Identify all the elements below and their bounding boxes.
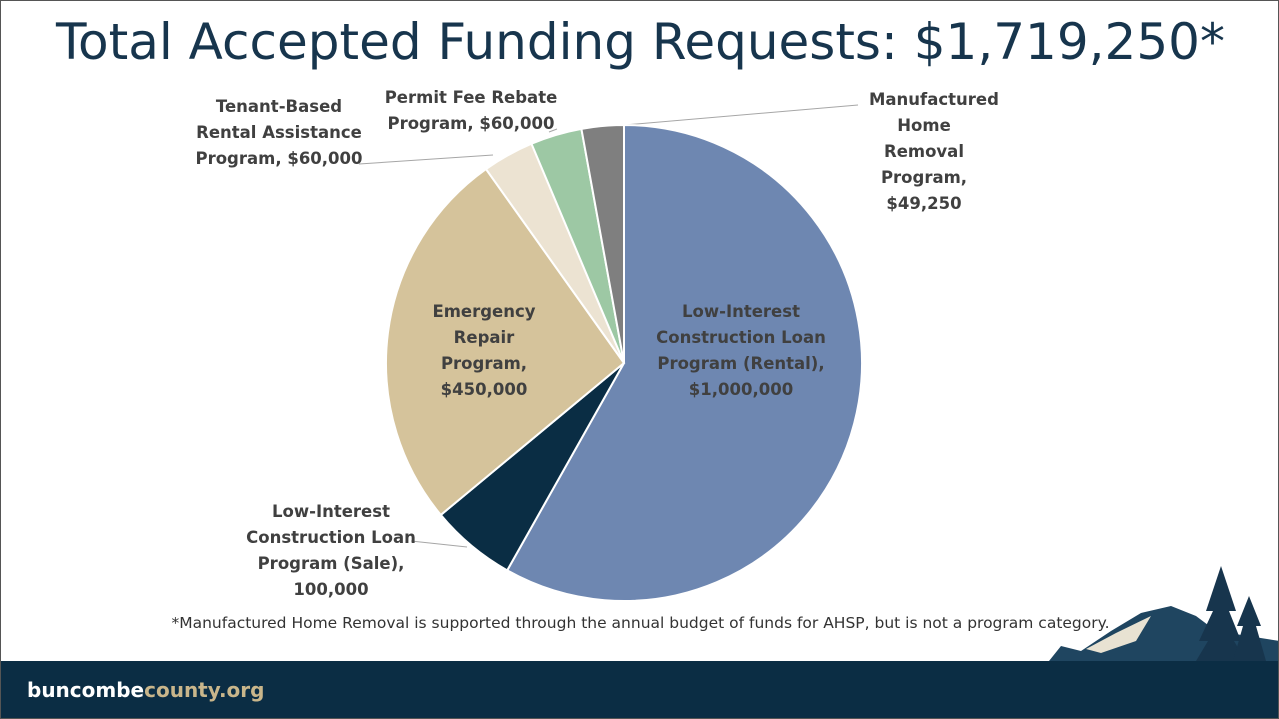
leader-line (601, 105, 858, 127)
slice-label: Emergency Repair Program, $450,000 (409, 299, 559, 403)
footnote: *Manufactured Home Removal is supported … (1, 614, 1279, 632)
slide: Total Accepted Funding Requests: $1,719,… (0, 0, 1279, 719)
brand-name: buncombe (27, 678, 144, 702)
slice-label: Manufactured Home Removal Program, $49,2… (869, 87, 979, 217)
leader-line (411, 541, 467, 547)
slice-label: Low-Interest Construction Loan Program (… (246, 499, 416, 603)
slice-label: Low-Interest Construction Loan Program (… (656, 299, 826, 403)
brand-domain: county.org (144, 678, 264, 702)
brand: buncombecounty.org (27, 678, 264, 702)
slice-label: Tenant-Based Rental Assistance Program, … (184, 94, 374, 172)
slice-label: Permit Fee Rebate Program, $60,000 (381, 85, 561, 137)
footer-bar: buncombecounty.org (1, 661, 1279, 719)
slide-title: Total Accepted Funding Requests: $1,719,… (1, 13, 1279, 71)
leader-line (359, 155, 493, 164)
